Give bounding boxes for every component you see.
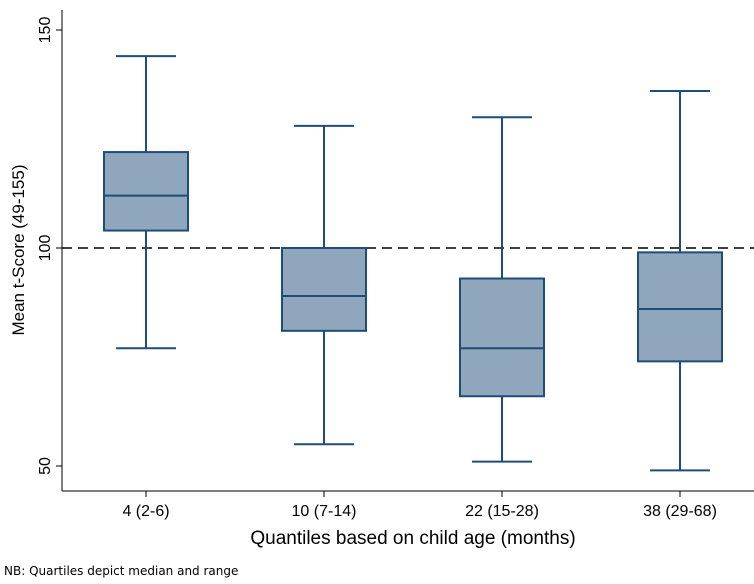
ticks-group: 50 100 150 4 (2-6) 10 (7-14) 22 (15-28) 38 (29… [37, 17, 717, 520]
iqr-box-3 [637, 251, 723, 363]
x-axis-label: Quantiles based on child age (months) [250, 528, 575, 549]
boxes-group [103, 55, 723, 472]
iqr-box-2 [459, 277, 545, 398]
y-axis-label: Mean t-Score (49-155) [9, 164, 28, 335]
x-tick-label-0: 4 (2-6) [122, 503, 169, 520]
axes [61, 10, 754, 492]
box-2 [459, 116, 545, 463]
y-tick-label-0: 50 [37, 457, 54, 475]
y-tick-label-1: 100 [37, 235, 54, 262]
box-1 [281, 124, 367, 446]
x-tick-label-3: 38 (29-68) [643, 503, 717, 520]
iqr-box-0 [103, 151, 189, 232]
box-0 [103, 55, 189, 350]
footnote: NB: Quartiles depict median and range [4, 564, 239, 578]
iqr-box-1 [281, 247, 367, 332]
box-3 [637, 90, 723, 472]
x-tick-label-1: 10 (7-14) [292, 503, 357, 520]
x-tick-label-2: 22 (15-28) [465, 503, 539, 520]
y-tick-label-2: 150 [37, 17, 54, 44]
